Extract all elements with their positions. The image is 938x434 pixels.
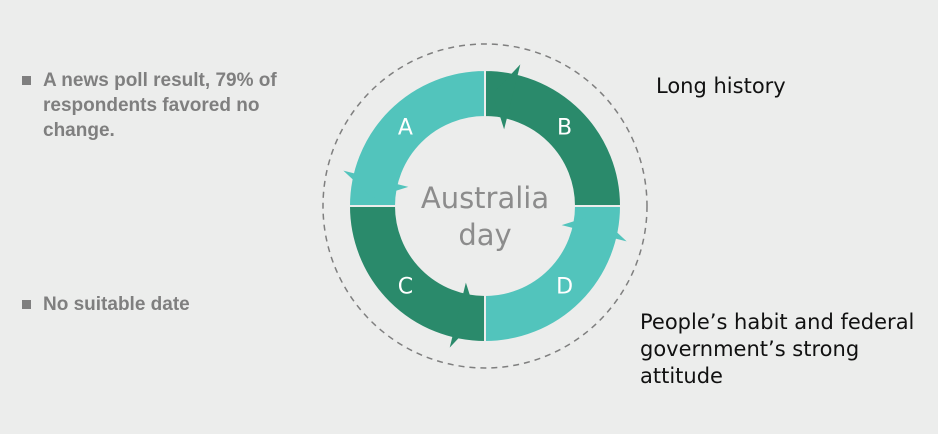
ring-segment-c bbox=[347, 205, 486, 344]
callout-long-history: Long history bbox=[656, 74, 786, 98]
arrow-head-a bbox=[343, 170, 409, 199]
arrow-head-d bbox=[561, 213, 627, 242]
bullet-item-date: No suitable date bbox=[22, 292, 322, 317]
arrow-head-b bbox=[492, 64, 521, 130]
segment-label-c: C bbox=[398, 275, 413, 300]
bullet-item-poll: A news poll result, 79% of respondents f… bbox=[22, 68, 322, 143]
square-bullet-icon bbox=[22, 300, 31, 309]
segment-label-d: D bbox=[556, 275, 573, 300]
dashed-outer-ring bbox=[322, 43, 648, 369]
ring-segment-d bbox=[484, 205, 623, 344]
segment-label-a: A bbox=[398, 115, 413, 140]
callout-peoples-habit: People’s habit and federal government’s … bbox=[640, 310, 915, 388]
bullet-text: No suitable date bbox=[43, 294, 190, 315]
bullet-text: A news poll result, 79% of respondents f… bbox=[43, 70, 277, 141]
center-label-line2: day bbox=[458, 218, 511, 252]
center-label-line1: Australia bbox=[421, 181, 549, 215]
arrow-head-c bbox=[449, 282, 478, 348]
segment-label-b: B bbox=[557, 115, 572, 140]
square-bullet-icon bbox=[22, 76, 31, 85]
